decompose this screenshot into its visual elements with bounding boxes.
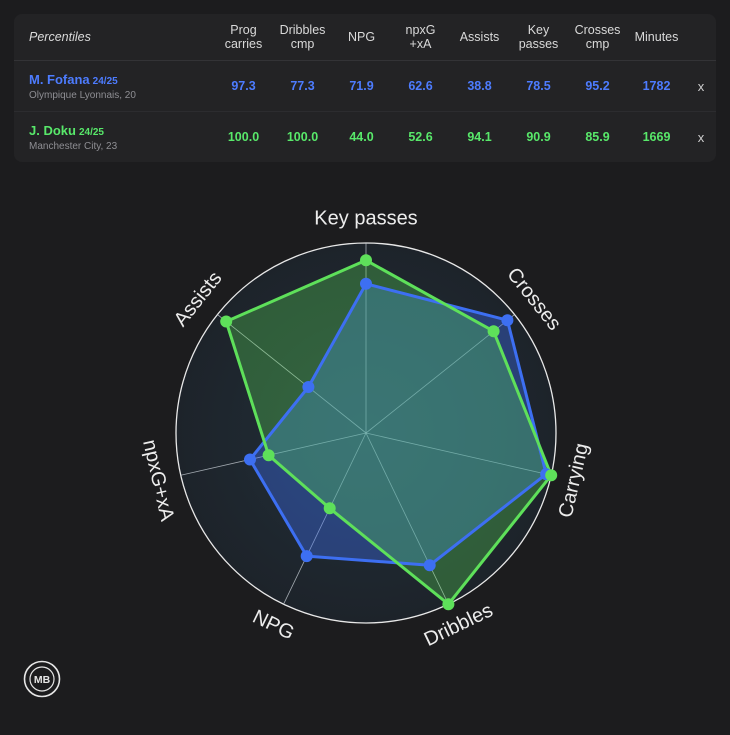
table-row-player-2: J. Doku 24/25 Manchester City, 23 100.0 1… xyxy=(14,111,716,162)
col-header-dribbles: Dribbles cmp xyxy=(279,23,326,51)
table-cell: 1782 xyxy=(642,79,671,93)
table-cell: 78.5 xyxy=(526,79,551,93)
axis-label-2: Carrying xyxy=(555,441,593,520)
table-cell: 95.2 xyxy=(585,79,610,93)
data-point-s1-4 xyxy=(300,550,313,563)
data-point-s1-3 xyxy=(423,559,436,572)
table-cell: 52.6 xyxy=(408,130,433,144)
table-cell: 100.0 xyxy=(227,130,260,144)
radar-spoke xyxy=(365,432,449,605)
data-point-s1-6 xyxy=(302,381,315,393)
player-club: Manchester City, 23 xyxy=(29,141,118,152)
radar-spoke xyxy=(283,432,367,605)
series-line-1 xyxy=(248,282,548,567)
table-cell: 90.9 xyxy=(526,130,551,144)
table-cell: 94.1 xyxy=(467,130,492,144)
series-line-2 xyxy=(224,258,553,606)
col-header-key-passes: Key passes xyxy=(518,23,559,51)
table-row-player-1: M. Fofana 24/25 Olympique Lyonnais, 20 97… xyxy=(14,61,716,111)
player-name: J. Doku xyxy=(29,123,76,138)
data-point-s2-3 xyxy=(442,598,455,611)
col-header-crosses: Crosses cmp xyxy=(574,23,621,51)
percentiles-table: Percentiles Prog carries Dribbles cmp NPG … xyxy=(14,14,716,162)
series-area-1 xyxy=(250,283,547,566)
data-point-s1-0 xyxy=(360,277,372,290)
table-cell: 100.0 xyxy=(286,130,319,144)
table-cell: 97.3 xyxy=(231,79,256,93)
data-point-s2-5 xyxy=(262,449,275,462)
data-point-s1-5 xyxy=(244,453,256,466)
data-point-s1-1 xyxy=(501,314,514,327)
table-cell: 1669 xyxy=(642,130,671,144)
col-header-npg: NPG xyxy=(347,30,376,44)
table-cell: 44.0 xyxy=(349,130,374,144)
col-header-prog-carries: Prog carries xyxy=(224,23,263,51)
radar-spoke xyxy=(217,314,367,434)
player-season: 24/25 xyxy=(92,76,118,87)
table-cell: 71.9 xyxy=(349,79,374,93)
col-header-npxg-xa: npxG +xA xyxy=(405,23,436,51)
data-point-s2-6 xyxy=(220,315,233,328)
series-area-2 xyxy=(226,260,552,605)
logo-icon: MB xyxy=(23,660,61,698)
player-club: Olympique Lyonnais, 20 xyxy=(29,90,136,101)
table-cell: 77.3 xyxy=(290,79,315,93)
data-point-s2-1 xyxy=(487,325,500,338)
axis-label-0: Key passes xyxy=(314,207,417,229)
data-point-s2-2 xyxy=(545,469,558,482)
remove-player-2-button[interactable]: x xyxy=(697,129,705,145)
table-cell: 85.9 xyxy=(585,130,610,144)
axis-label-4: NPG xyxy=(249,606,298,645)
col-header-minutes: Minutes xyxy=(634,30,679,44)
table-cell: 38.8 xyxy=(467,79,492,93)
table-cell: 62.6 xyxy=(408,79,433,93)
logo-text: MB xyxy=(34,674,51,686)
radar-spoke xyxy=(365,432,552,476)
data-point-s2-4 xyxy=(323,502,336,515)
col-header-assists: Assists xyxy=(459,30,500,44)
player-name: M. Fofana xyxy=(29,72,90,87)
remove-player-1-button[interactable]: x xyxy=(697,78,705,94)
table-title: Percentiles xyxy=(29,30,91,44)
axis-label-5: npxG+xA xyxy=(138,438,178,524)
table-header: Percentiles Prog carries Dribbles cmp NPG … xyxy=(14,14,716,61)
data-point-s2-0 xyxy=(360,254,372,267)
radar-chart: Key passesCrossesCarryingDribblesNPGnpxG… xyxy=(138,207,593,651)
player-season: 24/25 xyxy=(78,127,104,138)
